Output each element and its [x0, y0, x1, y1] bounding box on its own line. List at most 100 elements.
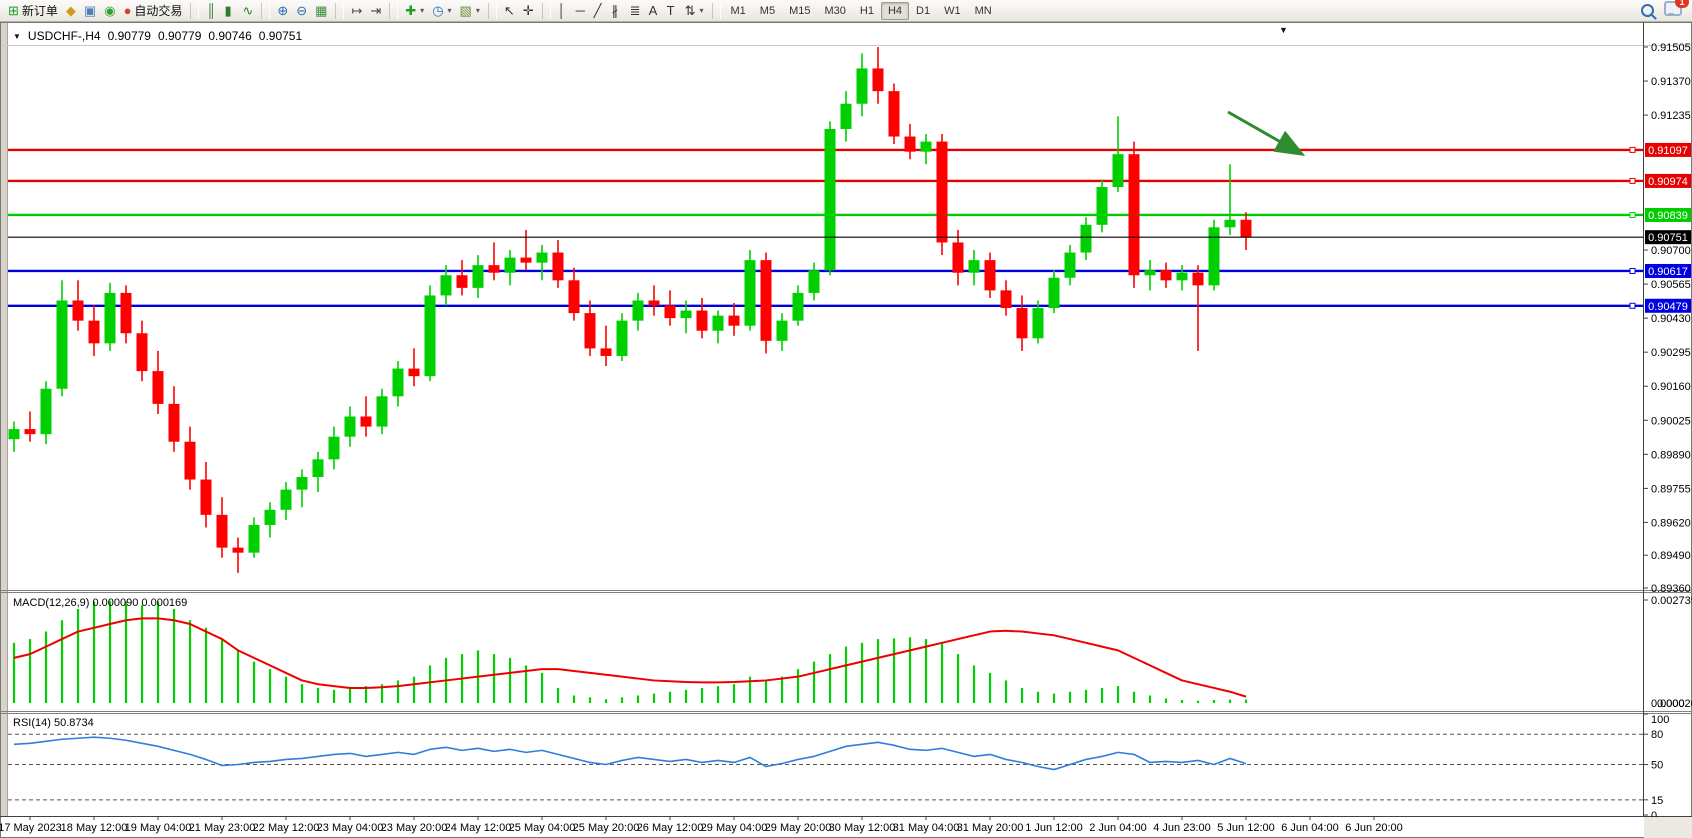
new-order-icon: ⊞ [8, 2, 19, 18]
rsi-label: RSI(14) 50.8734 [13, 717, 94, 729]
candle-body [888, 91, 900, 137]
main-chart-pane[interactable] [8, 22, 1643, 590]
zoom-out-icon: ⊖ [296, 2, 308, 18]
templates-button[interactable]: ▧ ▾ [456, 1, 484, 21]
auto-scroll-button[interactable]: ↦ [347, 1, 366, 21]
candle-body [296, 477, 308, 490]
price-tick-label: 0.90160 [1651, 381, 1691, 393]
candle-body [168, 403, 180, 442]
candle-body [696, 310, 708, 331]
text-icon: A [648, 2, 658, 18]
zoom-out-button[interactable]: ⊖ [292, 1, 311, 21]
bar-chart-button[interactable]: ║ [202, 1, 220, 21]
candle-body [376, 396, 388, 427]
price-line-label: 0.90839 [1648, 210, 1688, 222]
channel-button[interactable]: ∦ [608, 1, 626, 21]
candlestick-chart-button[interactable]: ▮ [220, 1, 238, 21]
price-axis[interactable] [1643, 22, 1692, 816]
ohlc-high: 0.90779 [157, 29, 202, 43]
timeframe-mn[interactable]: MN [968, 2, 999, 20]
notifications-button[interactable]: 1 [1664, 0, 1689, 21]
chart-shift-icon: ⇥ [370, 2, 382, 18]
candle-body [104, 292, 116, 344]
cursor-button[interactable]: ↖ [500, 1, 519, 21]
collapse-triangle-icon[interactable]: ▼ [13, 31, 21, 41]
timeframe-h4[interactable]: H4 [880, 1, 909, 20]
fibonacci-button[interactable]: ≣ [626, 1, 645, 21]
timeframe-m30[interactable]: M30 [817, 2, 852, 20]
timeframe-w1[interactable]: W1 [937, 2, 968, 20]
candle-body [472, 265, 484, 288]
clock-icon: ◷ [432, 2, 444, 18]
text-label-button[interactable]: T [663, 1, 681, 21]
candle-body [120, 292, 132, 334]
text-button[interactable]: A [645, 1, 663, 21]
candle-body [680, 310, 692, 319]
zoom-in-button[interactable]: ⊕ [273, 1, 292, 21]
price-line-label: 0.90617 [1648, 266, 1688, 278]
candle-body [872, 68, 884, 92]
navigator-button[interactable]: ▣ [80, 1, 100, 21]
horizontal-line-button[interactable]: ─ [572, 1, 590, 21]
price-tick-label: 0.90430 [1651, 313, 1691, 325]
trendline-button[interactable]: ╱ [590, 1, 608, 21]
periods-button[interactable]: ◷ ▾ [428, 1, 455, 21]
crosshair-button[interactable]: ✛ [519, 1, 538, 21]
timeframe-m1[interactable]: M1 [724, 2, 753, 20]
price-line-label: 0.91097 [1648, 145, 1688, 157]
hline-handle[interactable] [1629, 302, 1636, 309]
candle-body [504, 257, 516, 273]
candle-body [840, 103, 852, 129]
hline-handle[interactable] [1629, 146, 1636, 153]
candle-body [488, 265, 500, 273]
search-button[interactable] [1637, 1, 1658, 21]
navigator-icon: ▣ [83, 2, 97, 18]
market-watch-button[interactable]: ◆ [62, 1, 80, 21]
vertical-line-button[interactable]: │ [554, 1, 572, 21]
time-tick-label: 18 May 12:00 [61, 822, 128, 834]
autotrading-button[interactable]: ● 自动交易 [120, 1, 187, 21]
timeframe-m5[interactable]: M5 [753, 2, 782, 20]
price-tick-label: 0.89755 [1651, 483, 1691, 495]
arrows-button[interactable]: ⇅ ▾ [681, 1, 708, 21]
candle-body [1032, 308, 1044, 339]
candle-body [1048, 277, 1060, 309]
line-chart-button[interactable]: ∿ [238, 1, 257, 21]
timeframe-h1[interactable]: H1 [853, 2, 881, 20]
signals-button[interactable]: ◉ [100, 1, 119, 21]
price-line-label: 0.90974 [1648, 176, 1688, 188]
new-order-button[interactable]: ⊞ 新订单 [4, 1, 62, 21]
price-tick-label: 0.90025 [1651, 415, 1691, 427]
indicators-button[interactable]: ✚ ▾ [401, 1, 428, 21]
tile-windows-button[interactable]: ▦ [311, 1, 331, 21]
pane-splitter-rsi[interactable] [0, 711, 1692, 714]
scroll-marker-icon[interactable]: ▼ [1279, 25, 1288, 35]
hline-handle[interactable] [1629, 211, 1636, 218]
candle-body [8, 429, 20, 440]
hline-handle[interactable] [1629, 267, 1636, 274]
annotation-arrow[interactable] [1227, 110, 1306, 156]
timeframe-m15[interactable]: M15 [782, 2, 817, 20]
price-tick-label: 0.91235 [1651, 110, 1691, 122]
price-line-label-box [1645, 173, 1691, 188]
line-chart-icon: ∿ [242, 2, 254, 18]
left-gutter [0, 22, 7, 816]
pane-splitter-macd[interactable] [0, 590, 1692, 593]
candle-body [632, 300, 644, 321]
indicators-icon: ✚ [405, 2, 417, 18]
toolbar-separator [190, 2, 200, 19]
chart-shift-button[interactable]: ⇥ [366, 1, 385, 21]
rsi-tick-label: 0 [1651, 810, 1657, 822]
time-tick-label: 24 May 12:00 [445, 822, 512, 834]
hline-icon: ─ [575, 2, 585, 18]
hline-handle[interactable] [1629, 177, 1636, 184]
macd-scale-top: 0.002739 [1651, 595, 1692, 607]
candle-body [744, 260, 756, 326]
candle-body [760, 260, 772, 341]
candle-body [1224, 219, 1236, 228]
chevron-down-icon: ▾ [699, 6, 704, 15]
timeframe-d1[interactable]: D1 [909, 2, 937, 20]
candle-body [152, 371, 164, 404]
